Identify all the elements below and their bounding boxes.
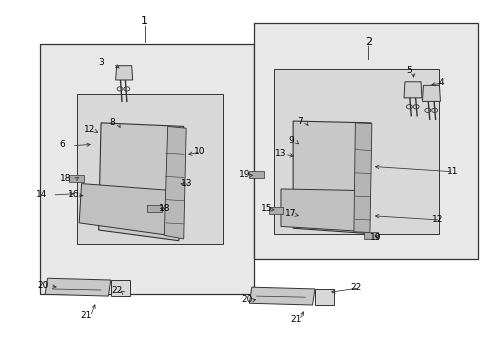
- Text: 1: 1: [141, 16, 148, 26]
- Text: 6: 6: [59, 140, 65, 149]
- Text: 19: 19: [238, 170, 250, 179]
- Polygon shape: [422, 85, 440, 102]
- Text: 16: 16: [67, 190, 79, 199]
- Polygon shape: [69, 175, 84, 182]
- Text: 20: 20: [241, 295, 252, 304]
- Text: 11: 11: [446, 167, 457, 176]
- FancyBboxPatch shape: [273, 69, 438, 234]
- Text: 18: 18: [158, 204, 170, 213]
- Text: 4: 4: [438, 78, 443, 87]
- Text: 12: 12: [431, 215, 443, 224]
- Polygon shape: [353, 123, 371, 233]
- Text: 2: 2: [364, 37, 371, 48]
- Polygon shape: [268, 207, 283, 214]
- Text: 5: 5: [405, 66, 411, 75]
- Text: 14: 14: [36, 190, 47, 199]
- Text: 9: 9: [288, 136, 294, 145]
- Polygon shape: [403, 82, 421, 98]
- Text: 8: 8: [109, 118, 115, 127]
- Polygon shape: [292, 121, 370, 234]
- Text: 22: 22: [350, 283, 361, 292]
- Text: 10: 10: [194, 147, 205, 156]
- Text: 12: 12: [84, 126, 95, 135]
- Polygon shape: [45, 278, 111, 296]
- FancyBboxPatch shape: [77, 94, 222, 244]
- Polygon shape: [363, 232, 377, 239]
- Polygon shape: [99, 123, 183, 241]
- Polygon shape: [79, 184, 174, 235]
- Polygon shape: [249, 171, 264, 178]
- Text: 13: 13: [275, 149, 286, 158]
- Polygon shape: [314, 289, 334, 305]
- FancyBboxPatch shape: [254, 23, 477, 258]
- Text: 15: 15: [260, 204, 272, 213]
- Polygon shape: [249, 287, 314, 305]
- Polygon shape: [147, 205, 162, 212]
- Text: 22: 22: [111, 286, 122, 295]
- Polygon shape: [281, 189, 369, 232]
- Text: 7: 7: [297, 117, 303, 126]
- Text: 17: 17: [285, 210, 296, 219]
- Text: 20: 20: [37, 281, 48, 290]
- FancyBboxPatch shape: [40, 44, 254, 294]
- Polygon shape: [164, 126, 186, 239]
- Text: 21: 21: [289, 315, 301, 324]
- Polygon shape: [111, 280, 130, 296]
- Polygon shape: [116, 66, 132, 80]
- Text: 19: 19: [369, 233, 381, 242]
- Text: 18: 18: [60, 174, 71, 183]
- Text: 21: 21: [81, 311, 92, 320]
- Text: 13: 13: [181, 179, 192, 188]
- Text: 3: 3: [98, 58, 104, 67]
